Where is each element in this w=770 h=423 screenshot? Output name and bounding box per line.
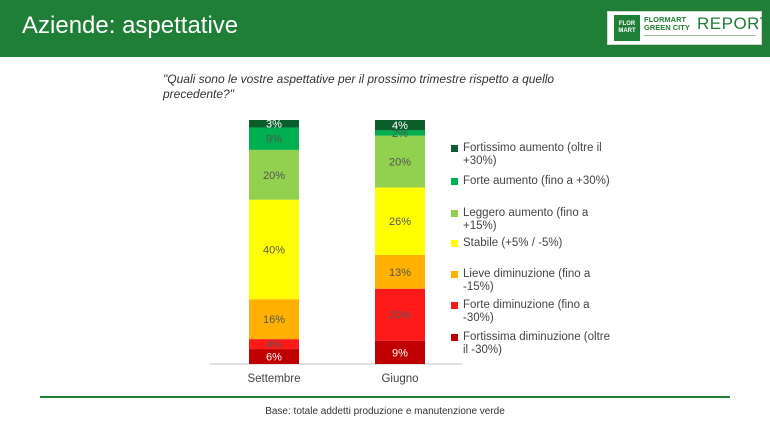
bar-segment [375,340,425,364]
bar-segment [375,254,425,289]
data-label: 26% [389,216,411,228]
legend-swatch [451,271,458,278]
legend-swatch [451,145,458,152]
legend-label: Lieve diminuzione (fino a -15%) [463,268,591,293]
data-label: 20% [389,157,411,169]
data-label: 6% [266,352,282,364]
logo-wordmark: FLORMART GREEN CITY [644,16,690,32]
page-header: Aziende: aspettative FLOR MART FLORMART … [0,0,770,57]
bar-segment [249,127,299,150]
legend-label: Forte aumento (fino a +30%) [463,175,610,187]
logo-mark: FLOR MART [614,15,640,41]
legend-swatch [451,210,458,217]
data-label: 4% [392,120,408,132]
legend-label: Fortissimo aumento (oltre il +30%) [463,142,602,167]
bar-segment [375,187,425,255]
data-label: 9% [266,134,282,146]
legend-swatch [451,302,458,309]
bar-segment [249,199,299,300]
x-tick-label: Giugno [381,373,418,385]
bar-segment [249,149,299,200]
data-label: 40% [263,244,285,256]
bar-segment [249,120,299,128]
bar-segment [375,120,425,131]
bar-segment [249,299,299,340]
data-label: 13% [389,267,411,279]
legend-label: Forte diminuzione (fino a -30%) [463,299,590,324]
bar-segment [375,135,425,188]
bar-segment [375,288,425,341]
logo-line-1: FLORMART [644,15,687,24]
data-label: 20% [263,170,285,182]
legend-swatch [451,334,458,341]
footer-divider [40,396,730,398]
logo-line-2: GREEN CITY [644,23,690,32]
bar-segment [249,339,299,350]
page-title: Aziende: aspettative [22,12,239,39]
legend-swatch [451,240,458,247]
footer-base-note: Base: totale addetti produzione e manute… [265,406,505,417]
data-label: 9% [392,347,408,359]
bar-segment [375,130,425,136]
survey-question: "Quali sono le vostre aspettative per il… [163,72,555,101]
data-label: 16% [263,314,285,326]
legend-label: Fortissima diminuzione (oltre il -30%) [463,331,610,356]
data-label: 4% [266,339,282,351]
bar-segment [249,349,299,364]
legend-swatch [451,178,458,185]
legend-label: Stabile (+5% / -5%) [463,237,563,249]
data-label: 2% [392,128,408,140]
x-tick-label: Settembre [247,373,300,385]
data-label: 3% [266,119,282,131]
logo-report: REPORT [697,14,770,33]
data-label: 20% [389,310,411,322]
logo-tagline-rule [644,35,756,39]
legend-label: Leggero aumento (fino a +15%) [463,207,589,232]
brand-logo: FLOR MART FLORMART GREEN CITY REPORT [607,11,770,45]
